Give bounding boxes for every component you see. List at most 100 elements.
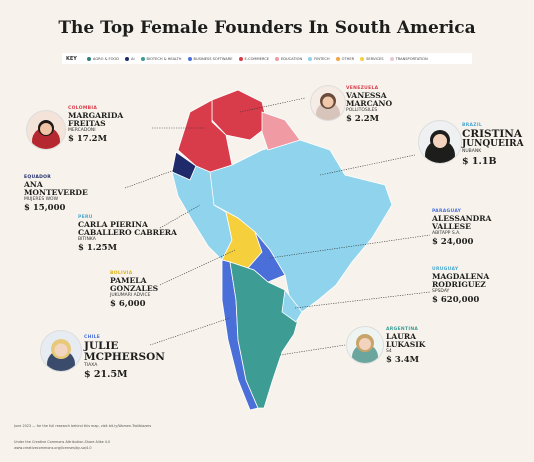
founder-bolivia: BOLIVIA PAMELA GONZALES JUKUMARI ADVICE … [110,271,159,310]
leader-line-venezuela [239,97,306,113]
founder-name: CRISTINA [462,127,523,140]
company-name: MUJERES WOW [24,196,59,202]
founder-name: VANESSA [346,90,387,100]
country-label: BRAZIL [462,123,482,128]
founder-name: MONTEVERDE [24,187,88,197]
founder-name: GONZALES [110,283,159,293]
legend-dot-ai [125,56,130,61]
founder-name: ALESSANDRA [432,213,492,223]
legend-item-label: E-COMMERCE [244,56,269,61]
avatar-chile [40,330,82,372]
legend-dot-education [275,56,279,61]
legend-dot-transportation [389,56,394,61]
company-name: BITINKA [78,236,96,242]
funding-value: $ 1.1B [462,155,497,167]
funding-value: $ 620,000 [432,295,480,306]
legend-dot-fintech [308,56,313,61]
legend-dot-e-commerce [238,56,243,61]
funding-value: $ 17.2M [68,134,107,145]
avatar-colombia [26,110,66,150]
country-label: BOLIVIA [110,271,133,276]
founder-paraguay: PARAGUAY ALESSANDRA VALLESE ABITAPP S.A.… [432,209,492,248]
company-name: SPSDAY [432,288,450,294]
country-label: PERU [78,215,93,220]
founder-ecuador: EQUADOR ANA MONTEVERDE MUJERES WOW $ 15,… [24,175,88,213]
founder-peru: PERU CARLA PIERINA CABALLERO CABRERA BIT… [78,215,177,253]
company-name: NUBANK [462,149,482,155]
legend-item-label: EDUCATION [281,56,303,61]
legend-dot-business-software [187,56,192,61]
leader-line-chile [149,317,231,346]
country-label: URUGUAY [432,267,459,272]
legend-item-label: OTHER [341,56,355,61]
country-label: CHILE [84,335,101,340]
founder-argentina: ARGENTINA LAURA LUKASIK S4 $ 3.4M [386,327,426,366]
founder-uruguay: URUGUAY MAGDALENA RODRIGUEZ SPSDAY $ 620… [432,267,489,306]
footer-license-url: www.creativecommons.org/licenses/by-sa/4… [14,446,92,450]
founder-name: RODRIGUEZ [432,279,486,289]
leader-line-ecuador [124,167,181,189]
portrait-venezuela-icon [316,93,340,120]
founder-name: LUKASIK [386,339,426,349]
founder-venezuela: VENEZUELA VANESSA MARCANO POLLITOSILES $… [346,86,393,124]
region-guianas [261,111,301,151]
legend-dot-biotech-health [140,56,145,61]
funding-value: $ 21.5M [84,369,128,381]
legend-key-label: KEY [66,55,77,62]
company-name: JUKUMARI ADVICE [110,292,151,298]
legend-item-ai: AI [125,56,135,61]
legend-item-services: SERVICES [360,56,384,61]
region-argentina [229,261,301,409]
avatar-brazil [418,120,462,164]
founder-name: CABALLERO CABRERA [78,227,177,237]
portrait-colombia-icon [32,120,60,149]
legend-item-fintech: FINTECH [308,56,330,61]
funding-value: $ 3.4M [386,355,420,366]
founder-name: MARGARIDA [68,110,124,120]
legend-item-education: EDUCATION [275,56,303,61]
portrait-chile-icon [47,339,75,371]
founder-name: MCPHERSON [84,350,165,363]
legend-dot-other [335,56,340,61]
funding-value: $ 24,000 [432,237,474,248]
leader-line-paraguay [269,234,431,259]
legend-item-other: OTHER [335,56,355,61]
legend-item-label: BIOTECH & HEALTH [146,56,182,61]
country-label: PARAGUAY [432,209,462,214]
legend-item-label: TRANSPORTATION [395,56,428,61]
founder-name: MARCANO [346,98,393,108]
region-colombia [177,99,233,173]
country-label: COLOMBIA [68,106,98,111]
company-name: S4 [386,348,392,354]
legend-item-label: AGRO & FOOD [92,56,120,61]
legend-item-label: AI [131,56,135,61]
founder-name: FREITAS [68,118,106,128]
founder-name: JULIE [84,339,119,352]
avatar-argentina [346,326,384,364]
legend-item-agro-food: AGRO & FOOD [86,56,120,61]
company-name: MERCADONI [68,127,96,133]
funding-value: $ 6,000 [110,299,146,310]
legend-dot-services [360,56,365,61]
leader-line-uruguay [294,291,431,309]
founder-brazil: BRAZIL CRISTINA JUNQUEIRA NUBANK $ 1.1B [462,123,524,167]
founder-name: PAMELA [110,275,147,285]
page-title: The Top Female Founders In South America [58,18,476,38]
founder-name: ANA [24,179,43,189]
company-name: POLLITOSILES [346,107,378,113]
legend-item-business-software: BUSINESS SOFTWARE [187,56,233,61]
leader-lines [124,97,431,356]
footer-license: Under the Creative Commons Attribution-S… [14,440,111,444]
leader-line-argentina [279,344,346,356]
portrait-argentina-icon [352,334,378,363]
legend: KEY AGRO & FOOD AI BIOTECH & HEALTH BUSI… [62,53,472,64]
company-name: ABITAPP S.A. [432,230,461,236]
country-label: VENEZUELA [346,86,379,91]
legend-dot-agro-food [86,56,91,61]
legend-item-biotech-health: BIOTECH & HEALTH [140,56,182,61]
portrait-brazil-icon [425,130,455,163]
leader-line-peru [159,204,201,229]
region-uruguay [281,288,303,323]
legend-item-transportation: TRANSPORTATION [389,56,428,61]
